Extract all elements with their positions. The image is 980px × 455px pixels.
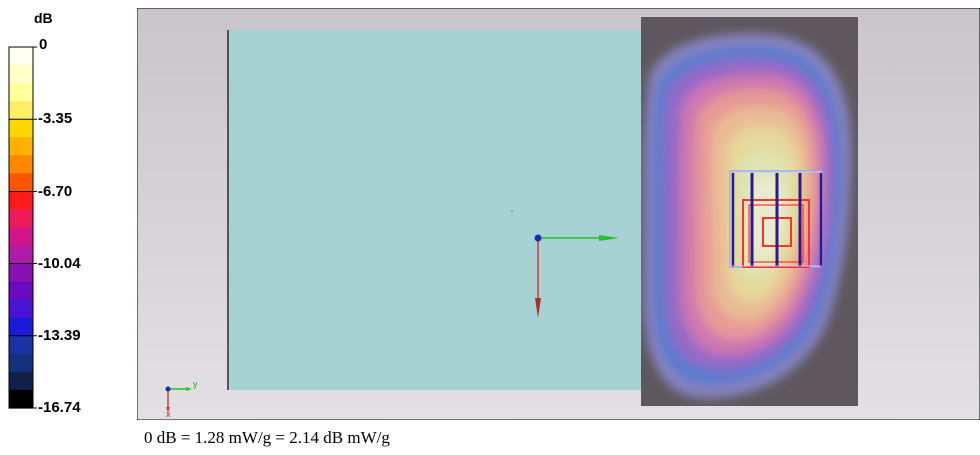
colorbar-unit: dB — [34, 10, 53, 26]
colorbar-segment — [9, 65, 33, 84]
colorbar-tick-label: -3.35 — [38, 110, 73, 128]
colorbar-segment — [9, 263, 33, 283]
sar-3d-viewport: y x — [136, 7, 980, 421]
triad-x-label: x — [166, 409, 171, 419]
colorbar-segment — [9, 245, 33, 265]
reference-note: 0 dB = 1.28 mW/g = 2.14 dB mW/g — [144, 428, 390, 447]
colorbar — [8, 46, 37, 409]
colorbar-segment — [9, 371, 33, 391]
colorbar-segment — [9, 155, 33, 174]
colorbar-segment — [9, 173, 33, 192]
colorbar-tick-label: 0 — [39, 36, 48, 53]
colorbar-segment — [9, 101, 33, 120]
triad-y-label: y — [193, 379, 198, 389]
colorbar-legend: dB 0 -3.35 -6.70 -10.04 -13.39 -16.74 — [0, 0, 130, 425]
colorbar-tick-label: -10.04 — [38, 254, 81, 272]
colorbar-segment — [9, 299, 33, 319]
colorbar-segment — [9, 137, 33, 156]
coordinate-origin-axes — [534, 234, 619, 318]
colorbar-segment — [9, 281, 33, 301]
colorbar-segment — [9, 119, 33, 138]
colorbar-segment — [9, 227, 33, 247]
probe-grid — [729, 170, 823, 268]
colorbar-segment — [9, 191, 33, 211]
sar-plot-svg: y x — [136, 7, 980, 421]
axis-triad-icon: y x — [165, 379, 198, 419]
colorbar-segment — [9, 83, 33, 102]
colorbar-segment — [9, 389, 33, 409]
colorbar-segment — [9, 353, 33, 373]
colorbar-segment — [9, 317, 33, 337]
colorbar-segment — [9, 209, 33, 229]
colorbar-tick-label: -16.74 — [38, 399, 81, 416]
colorbar-tick-label: -6.70 — [38, 182, 73, 200]
colorbar-tick-label: -13.39 — [38, 326, 81, 344]
colorbar-segment — [9, 335, 33, 355]
colorbar-segment — [9, 47, 33, 66]
